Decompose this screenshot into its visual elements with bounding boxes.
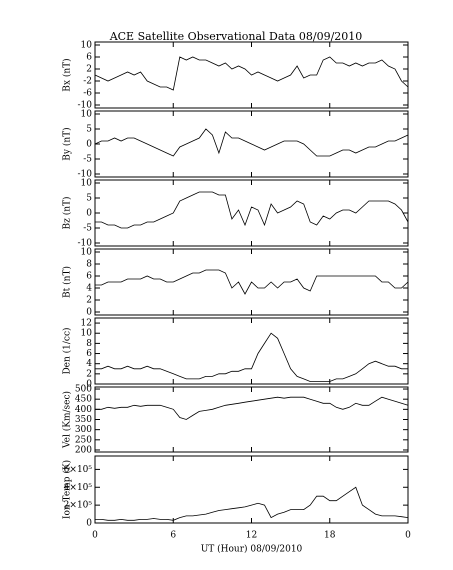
y-tick-label: 6 (86, 53, 92, 63)
panel-frame (94, 179, 409, 247)
y-tick-label: 10 (81, 41, 93, 51)
y-axis-label: By (nT) (62, 127, 73, 160)
y-tick-label: -5 (83, 155, 92, 165)
y-tick-label: 4 (86, 284, 92, 294)
y-tick-label: -5 (83, 224, 92, 234)
x-tick-label: 0 (92, 531, 98, 541)
x-tick-label: 0 (405, 531, 411, 541)
y-tick-label: 0 (86, 209, 92, 219)
y-tick-label: 5 (86, 125, 92, 135)
y-tick-label: -6 (83, 89, 92, 99)
y-tick-label: 6 (86, 349, 92, 359)
y-tick-label: 2 (86, 369, 92, 379)
y-tick-label: 8 (86, 339, 92, 349)
data-line (95, 396, 409, 420)
y-tick-label: 8 (86, 260, 92, 270)
x-tick-label: 6 (170, 531, 176, 541)
y-tick-label: 10 (81, 110, 93, 120)
y-tick-label: 400 (75, 405, 92, 415)
x-axis-label: UT (Hour) 08/09/2010 (201, 544, 303, 555)
y-tick-label: 4 (86, 359, 92, 369)
panel-frame (94, 455, 409, 524)
y-axis-label: Den (1/cc) (62, 327, 73, 374)
y-axis-label: Bz (nT) (62, 196, 73, 229)
y-tick-label: 4×10⁵ (64, 483, 93, 493)
y-tick-label: 10 (81, 329, 93, 339)
y-axis-label: Bt (nT) (62, 266, 73, 298)
data-line (95, 486, 409, 521)
y-tick-label: -10 (78, 170, 93, 180)
y-tick-label: 0 (86, 308, 92, 318)
y-axis-label: Ion Temp (K) (62, 460, 73, 519)
y-tick-label: 300 (75, 425, 92, 435)
x-tick-label: 12 (246, 531, 257, 541)
panel-frame (94, 386, 409, 453)
y-tick-label: 5 (86, 194, 92, 204)
y-tick-label: 350 (75, 415, 92, 425)
y-tick-label: -10 (78, 101, 93, 111)
y-tick-label: 6 (86, 272, 92, 282)
y-tick-label: 0 (86, 380, 92, 390)
panel-frame (94, 317, 409, 385)
y-tick-label: -2 (83, 77, 92, 87)
x-tick-label: 18 (324, 531, 336, 541)
data-line (95, 269, 409, 295)
data-line (95, 332, 408, 382)
y-tick-label: 0 (86, 140, 92, 150)
y-tick-label: 2 (86, 65, 92, 75)
y-tick-label: 450 (75, 395, 92, 405)
y-tick-label: 6×10⁵ (64, 465, 93, 475)
y-axis-label: Bx (nT) (62, 58, 73, 91)
data-line (95, 191, 409, 229)
y-tick-label: 0 (86, 519, 92, 529)
y-tick-label: 250 (75, 435, 92, 445)
y-tick-label: 10 (81, 248, 93, 258)
y-tick-label: 500 (75, 385, 92, 395)
y-axis-label: Vel (Km/sec) (62, 391, 73, 449)
y-tick-label: 10 (81, 179, 93, 189)
chart-title: ACE Satellite Observational Data 08/09/2… (109, 30, 363, 43)
y-tick-label: 200 (75, 445, 92, 455)
data-line (94, 128, 409, 157)
y-tick-label: 2 (86, 296, 92, 306)
data-line (94, 56, 409, 91)
y-tick-label: 2×10⁵ (64, 501, 93, 511)
y-tick-label: -10 (78, 239, 93, 249)
y-tick-label: 12 (81, 319, 92, 329)
